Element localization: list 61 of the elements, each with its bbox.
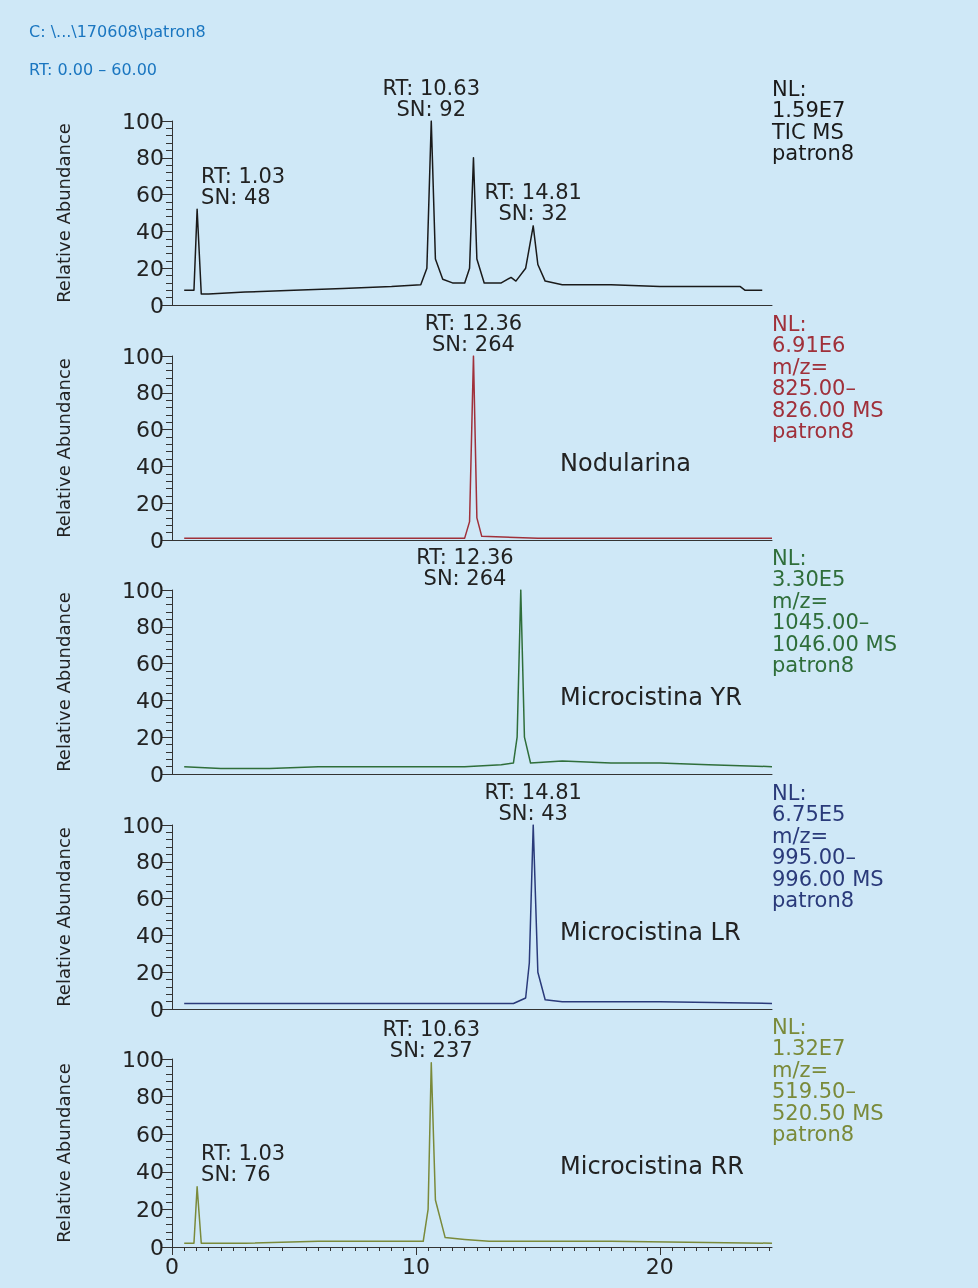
x-tick-label: 10 (401, 1253, 430, 1279)
y-tick-label: 100 (122, 343, 164, 368)
line-series (183, 1062, 773, 1244)
text: RT: 12.36 SN: 264 (416, 544, 514, 590)
chart-subtitle: RT: 0.00 – 60.00 (29, 59, 158, 79)
x-tick-label: 20 (645, 1253, 674, 1279)
y-tick-label: 0 (150, 292, 164, 318)
annotation: Microcistina YR (560, 683, 742, 711)
chart-title: C: \...\170608\patron8 (29, 21, 206, 41)
y-tick-label: 60 (136, 651, 164, 677)
y-tick-label: 80 (136, 145, 164, 171)
y-axis-title: Relative Abundance (52, 592, 74, 772)
y-tick-label: 80 (136, 614, 164, 640)
line-series (183, 589, 773, 770)
annotation: Nodularina (560, 448, 691, 477)
annotation: NL: 6.91E6 m/z= 825.00– 826.00 MS patron8 (772, 311, 884, 443)
line-series (183, 823, 773, 1004)
annotation: NL: 6.75E5 m/z= 995.00– 996.00 MS patron8 (772, 780, 884, 912)
y-tick-label: 80 (136, 848, 164, 874)
y-tick-label: 20 (136, 959, 164, 985)
annotation: NL: 3.30E5 m/z= 1045.00– 1046.00 MS patron8 (772, 545, 897, 678)
annotation: NL: 1.59E7 TIC MS patron8 (771, 76, 855, 166)
y-tick-label: 80 (136, 379, 164, 405)
y-tick-label: 0 (150, 996, 164, 1021)
line-series (183, 120, 763, 295)
y-axis-title: Relative Abundance (52, 826, 74, 1007)
y-tick-label: 20 (136, 724, 164, 750)
annotation: RT: 14.81 SN: 32 (484, 180, 582, 226)
y-tick-label: 40 (136, 453, 164, 479)
y-tick-label: 40 (136, 922, 164, 948)
y-tick-label: 100 (122, 108, 164, 134)
y-tick-label: 0 (150, 761, 164, 787)
y-tick-label: 100 (122, 1046, 164, 1072)
line-series (183, 354, 773, 539)
y-tick-label: 100 (122, 812, 164, 837)
annotation: RT: 10.63 SN: 237 (382, 1017, 480, 1063)
y-tick-label: 0 (150, 527, 164, 552)
y-tick-label: 40 (136, 1159, 164, 1185)
y-axis-title: Relative Abundance (52, 1063, 74, 1243)
y-tick-label: 60 (136, 182, 164, 208)
y-tick-label: 0 (150, 1234, 164, 1260)
y-tick-label: 40 (136, 218, 164, 244)
annotation: RT: 14.81 SN: 43 (484, 779, 582, 824)
annotation: RT: 12.36 SN: 264 (424, 310, 523, 355)
y-tick-label: 20 (136, 255, 164, 281)
y-tick-label: 100 (122, 577, 164, 603)
y-tick-label: 20 (136, 1196, 164, 1222)
y-axis-title: Relative Abundance (52, 357, 74, 538)
y-tick-label: 40 (136, 687, 164, 713)
y-tick-label: 60 (136, 416, 164, 442)
annotation: Microcistina LR (560, 917, 741, 946)
y-axis-title: Relative Abundance (52, 123, 74, 303)
annotation: RT: 1.03 SN: 76 (201, 1141, 286, 1187)
annotation: Microcistina RR (560, 1152, 744, 1180)
annotation: RT: 10.63 SN: 92 (382, 75, 480, 121)
y-tick-label: 20 (136, 490, 164, 516)
y-tick-label: 60 (136, 885, 164, 911)
annotation: NL: 1.32E7 m/z= 519.50– 520.50 MS patron8 (772, 1014, 884, 1147)
annotation: RT: 1.03 SN: 48 (201, 163, 286, 209)
y-tick-label: 60 (136, 1121, 164, 1147)
y-tick-label: 80 (136, 1084, 164, 1110)
